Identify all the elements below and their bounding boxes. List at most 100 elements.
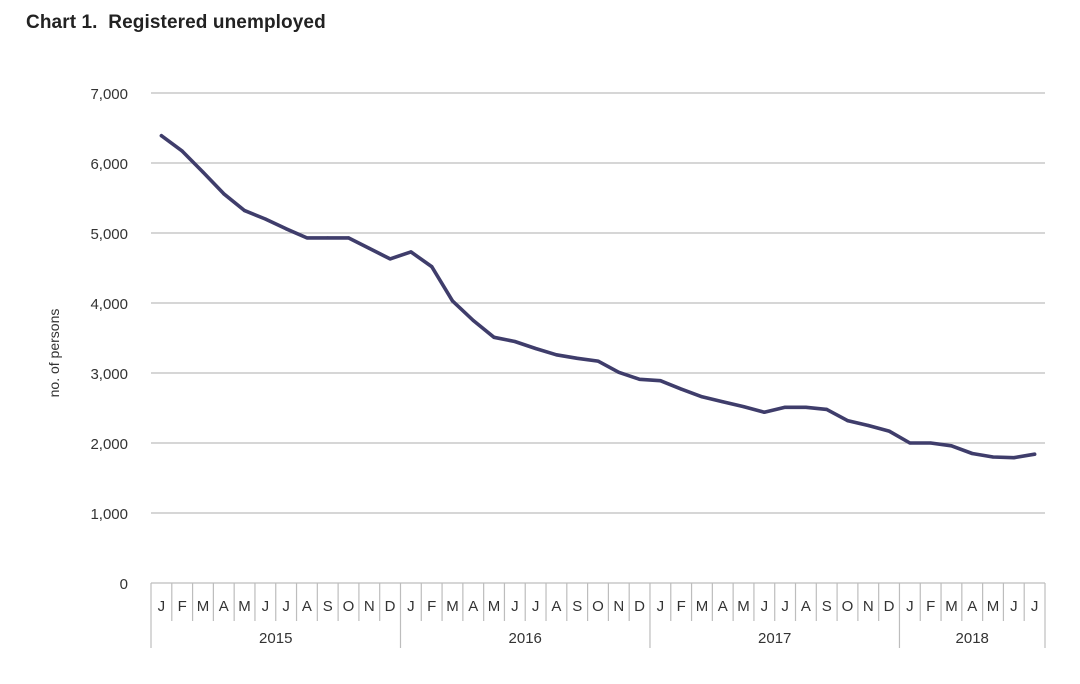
data-point (367, 246, 371, 250)
x-tick-label: J (761, 598, 769, 615)
data-point (513, 339, 517, 344)
x-tick-label: N (863, 598, 874, 615)
data-point (700, 395, 704, 399)
data-point (222, 192, 226, 196)
x-tick-label: A (551, 598, 561, 615)
x-tick-label: A (718, 598, 728, 615)
x-tick-label: M (945, 598, 958, 615)
data-point (430, 265, 434, 269)
data-point (887, 429, 891, 433)
data-point (783, 405, 787, 409)
data-point (201, 170, 205, 174)
year-label: 2018 (956, 630, 989, 647)
x-tick-label: J (657, 598, 665, 615)
x-tick-label: N (613, 598, 624, 615)
data-point (326, 236, 330, 240)
y-tick-label: 4,000 (90, 296, 128, 313)
data-point (637, 377, 642, 381)
x-tick-label: O (343, 598, 355, 615)
data-point (596, 359, 600, 363)
y-tick-label: 5,000 (90, 226, 128, 243)
data-point (492, 335, 496, 339)
x-tick-label: J (511, 598, 519, 615)
data-point (970, 451, 974, 456)
data-point (1012, 456, 1016, 460)
x-tick-label: N (364, 598, 375, 615)
year-label: 2015 (259, 630, 292, 647)
y-axis-ticks: 0 1,000 2,000 3,000 4,000 5,000 6,000 7,000 (90, 86, 128, 593)
data-point (284, 227, 288, 231)
data-point (908, 441, 912, 445)
y-tick-label: 0 (120, 576, 128, 593)
x-tick-label: A (468, 598, 478, 615)
x-tick-label: O (592, 598, 604, 615)
x-tick-label: J (262, 598, 270, 615)
data-point (762, 410, 766, 414)
x-tick-label: F (427, 598, 436, 615)
data-point (471, 318, 475, 323)
y-tick-label: 3,000 (90, 366, 128, 383)
data-point (617, 370, 621, 374)
x-tick-label: J (906, 598, 914, 615)
x-tick-label: D (634, 598, 645, 615)
x-tick-label: J (532, 598, 540, 615)
x-tick-label: M (737, 598, 750, 615)
x-tick-label: J (1031, 598, 1039, 615)
data-point (825, 407, 829, 411)
data-point (450, 299, 455, 303)
x-tick-label: S (323, 598, 333, 615)
y-tick-label: 1,000 (90, 506, 128, 523)
x-tick-label: J (781, 598, 789, 615)
x-tick-label: A (967, 598, 977, 615)
data-point (159, 134, 163, 138)
gridlines (151, 92, 1045, 514)
x-tick-label: F (677, 598, 686, 615)
data-point (263, 217, 267, 221)
x-tick-label: M (987, 598, 1000, 615)
data-point (845, 419, 850, 423)
data-point (575, 356, 579, 360)
x-tick-label: A (801, 598, 811, 615)
chart-title: Chart 1. Registered unemployed (26, 12, 326, 33)
data-point (949, 444, 954, 448)
year-label: 2016 (509, 630, 542, 647)
y-axis-label: no. of persons (46, 309, 62, 398)
data-point (346, 236, 351, 240)
year-label: 2017 (758, 630, 791, 647)
data-point (721, 400, 725, 404)
x-tick-label: O (842, 598, 854, 615)
x-tick-label: S (572, 598, 582, 615)
x-tick-label: M (197, 598, 210, 615)
x-tick-label: M (488, 598, 501, 615)
data-point (1033, 452, 1037, 456)
data-point (866, 423, 870, 428)
data-point (409, 250, 413, 254)
data-point (554, 353, 559, 357)
data-point (305, 236, 309, 240)
x-tick-label: D (385, 598, 396, 615)
y-tick-label: 2,000 (90, 436, 128, 453)
data-point (242, 209, 247, 213)
data-point (388, 257, 392, 261)
data-point (804, 405, 808, 409)
data-point (991, 455, 995, 459)
series-line (159, 133, 1037, 460)
data-point (180, 149, 184, 153)
y-tick-label: 7,000 (90, 86, 128, 103)
x-tick-label: M (696, 598, 709, 615)
x-tick-label: F (926, 598, 935, 615)
series-group (159, 133, 1037, 460)
data-point (534, 346, 538, 351)
x-tick-label: D (884, 598, 895, 615)
data-point (929, 441, 933, 445)
data-point (679, 387, 683, 391)
x-tick-label: J (407, 598, 415, 615)
data-point (741, 405, 746, 409)
x-tick-label: J (282, 598, 290, 615)
x-tick-label: A (219, 598, 229, 615)
x-tick-label: M (238, 598, 251, 615)
x-tick-label: J (1010, 598, 1018, 615)
x-tick-label: F (178, 598, 187, 615)
